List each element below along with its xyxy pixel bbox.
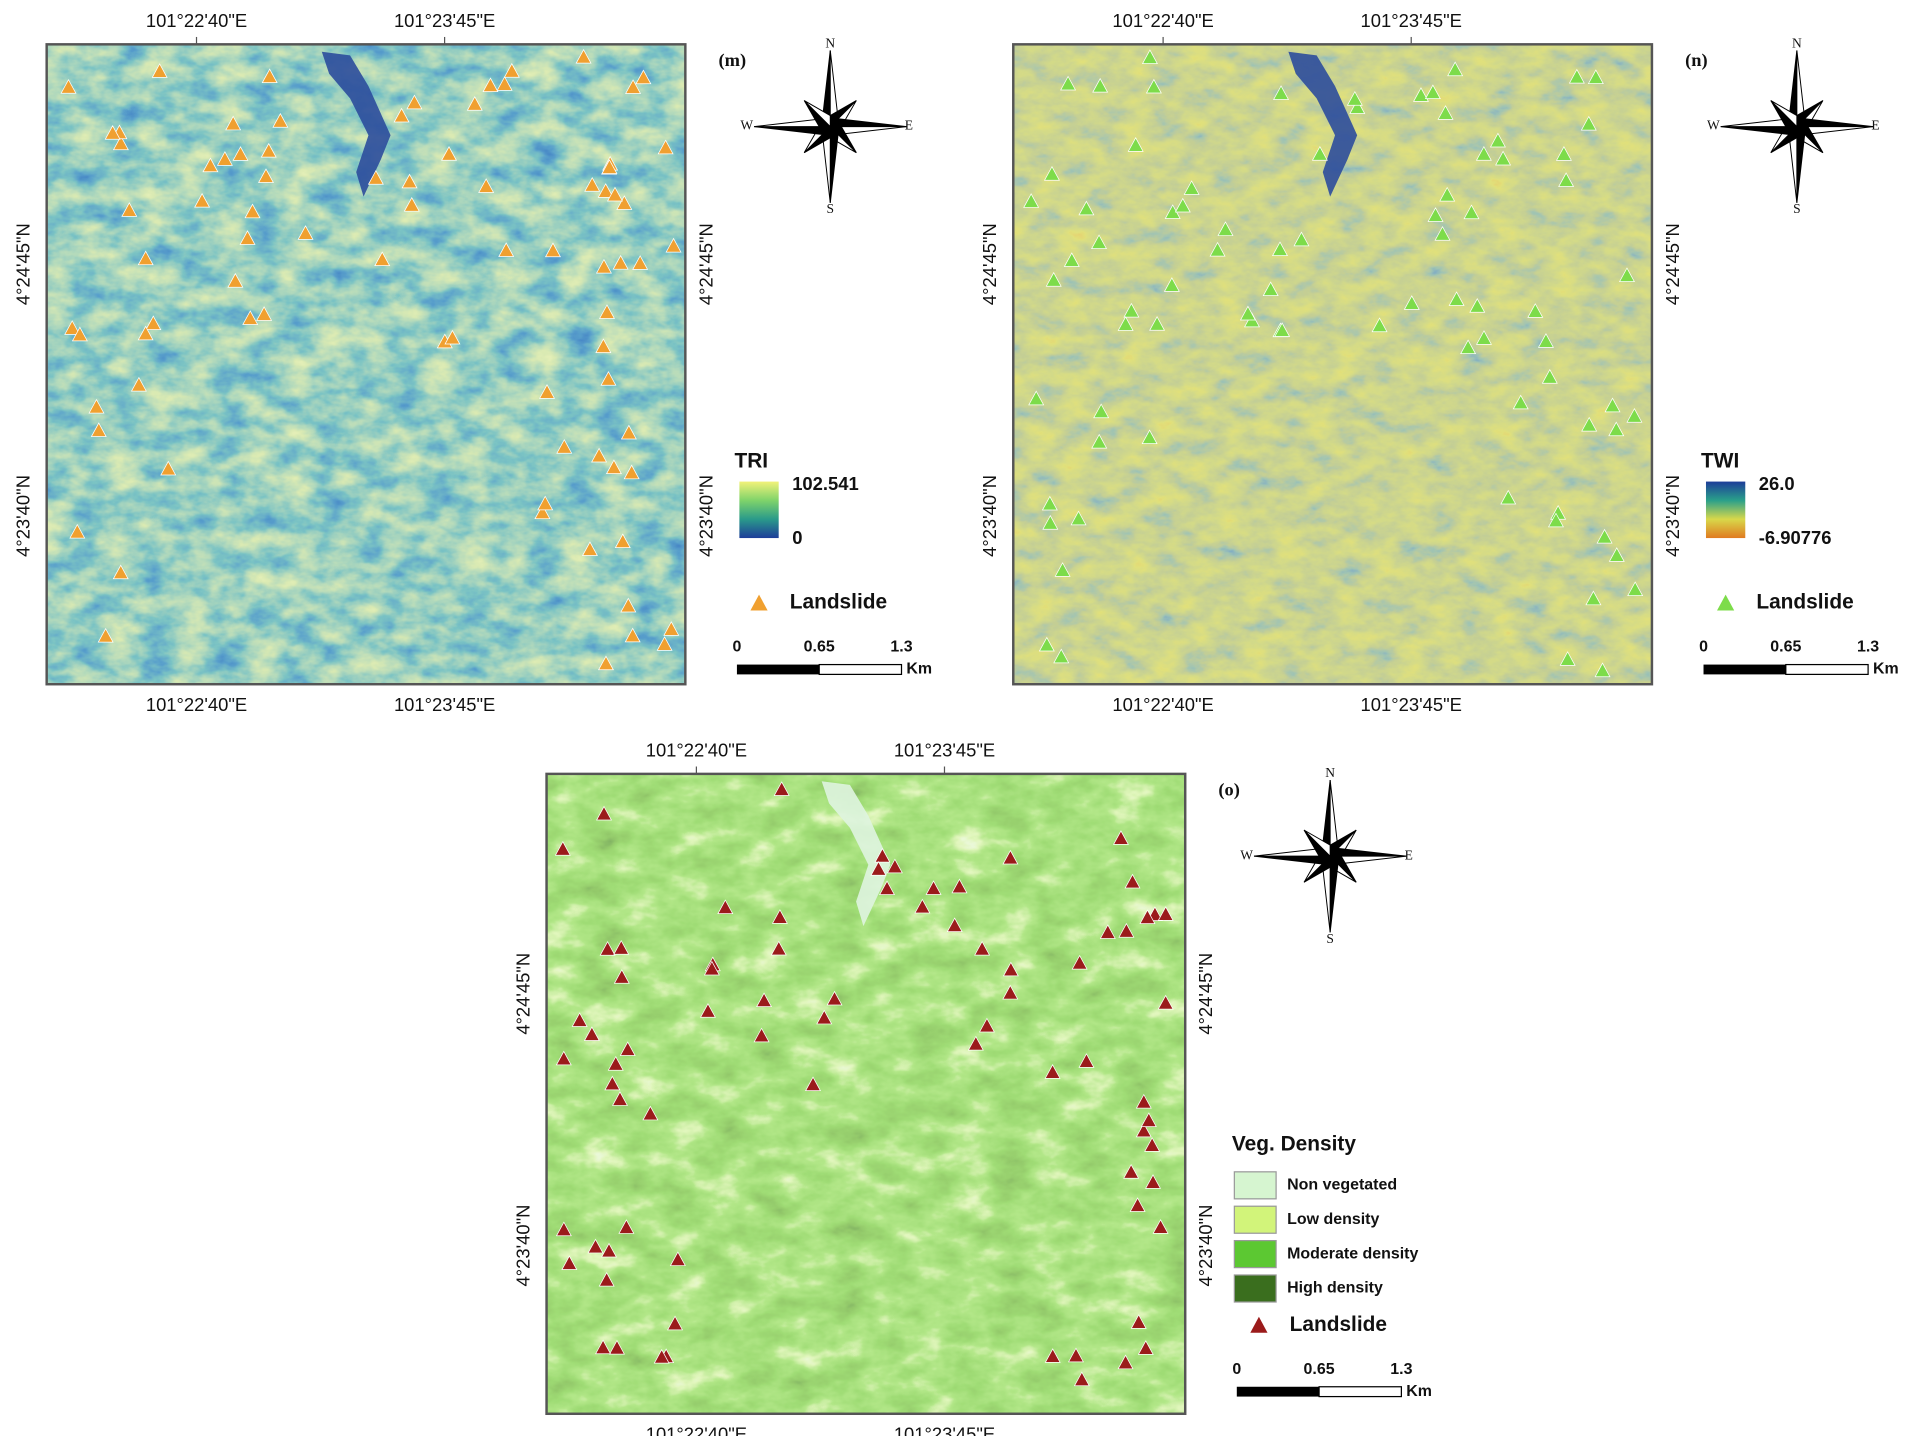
- compass-ray: [1721, 127, 1797, 135]
- map-background: [1013, 44, 1652, 684]
- compass-letter: N: [825, 35, 835, 50]
- legend-max: 102.541: [792, 473, 859, 494]
- lat-label: 4°24'45"N: [1662, 223, 1683, 305]
- compass-ray: [1330, 848, 1406, 856]
- legend-label: Non vegetated: [1287, 1177, 1397, 1194]
- scale-unit: Km: [1406, 1383, 1432, 1400]
- compass-letter: E: [905, 118, 913, 133]
- lon-label: 101°23'45"E: [894, 1424, 995, 1436]
- legend-landslide-label: Landslide: [1290, 1313, 1387, 1336]
- legend-swatch: [1234, 1275, 1276, 1302]
- lat-label: 4°24'45"N: [512, 953, 533, 1035]
- scale-label: 0.65: [1304, 1361, 1335, 1378]
- lon-label: 101°22'40"E: [146, 694, 247, 715]
- lat-label: 4°24'45"N: [695, 223, 716, 305]
- legend-landslide-marker: [1250, 1317, 1267, 1333]
- lon-label: 101°22'40"E: [646, 1424, 747, 1436]
- lat-label: 4°23'40"N: [1662, 475, 1683, 557]
- lon-label: 101°23'45"E: [1361, 10, 1462, 31]
- compass-ray: [1330, 856, 1338, 932]
- lat-label: 4°23'40"N: [12, 475, 33, 557]
- compass-letter: N: [1792, 35, 1802, 50]
- scale-black: [737, 665, 819, 675]
- lon-label: 101°22'40"E: [1112, 694, 1213, 715]
- scale-black: [1704, 665, 1786, 675]
- legend-landslide-label: Landslide: [790, 591, 887, 614]
- lat-label: 4°23'40"N: [1195, 1205, 1216, 1287]
- compass-ray: [830, 119, 906, 127]
- legend-max: 26.0: [1759, 473, 1795, 494]
- scale-label: 0: [1699, 639, 1708, 656]
- legend-label: Moderate density: [1287, 1245, 1418, 1262]
- legend-ramp: [739, 482, 778, 538]
- legend-landslide-marker: [1717, 595, 1734, 611]
- lat-label: 4°24'45"N: [1195, 953, 1216, 1035]
- map-panel: 101°22'40"E 101°22'40"E 101°23'45"E 101°23'…: [979, 10, 1899, 715]
- map-panel: 101°22'40"E 101°22'40"E 101°23'45"E 101°23'…: [512, 740, 1432, 1436]
- lat-label: 4°23'40"N: [979, 475, 1000, 557]
- lon-label: 101°23'45"E: [394, 10, 495, 31]
- scale-label: 0: [1232, 1361, 1241, 1378]
- compass-letter: E: [1871, 118, 1879, 133]
- lon-label: 101°22'40"E: [646, 740, 747, 761]
- legend-title: Veg. Density: [1232, 1132, 1356, 1155]
- compass-letter: S: [827, 201, 835, 216]
- scale-label: 0.65: [804, 639, 835, 656]
- scale-label: 0.65: [1770, 639, 1801, 656]
- legend-label: High density: [1287, 1280, 1383, 1297]
- map-panel: 101°22'40"E 101°22'40"E 101°23'45"E 101°23'…: [12, 10, 932, 715]
- compass-letter: S: [1793, 201, 1801, 216]
- legend-landslide-marker: [750, 595, 767, 611]
- scale-white: [1786, 665, 1868, 675]
- scale-label: 1.3: [890, 639, 912, 656]
- lat-label: 4°24'45"N: [12, 223, 33, 305]
- compass-ray: [1797, 119, 1873, 127]
- scale-label: 1.3: [1390, 1361, 1412, 1378]
- figure: 101°22'40"E 101°22'40"E 101°23'45"E 101°23'…: [0, 0, 1916, 1436]
- legend-min: -6.90776: [1759, 527, 1832, 548]
- legend-ramp: [1706, 482, 1745, 538]
- lon-label: 101°23'45"E: [394, 694, 495, 715]
- legend-title: TWI: [1701, 449, 1739, 472]
- legend-label: Low density: [1287, 1211, 1379, 1228]
- lon-label: 101°23'45"E: [894, 740, 995, 761]
- lat-label: 4°23'40"N: [695, 475, 716, 557]
- compass-letter: S: [1326, 931, 1334, 946]
- scale-label: 0: [732, 639, 741, 656]
- map-background: [547, 774, 1186, 1414]
- lon-label: 101°22'40"E: [146, 10, 247, 31]
- legend-landslide-label: Landslide: [1756, 591, 1853, 614]
- lon-label: 101°22'40"E: [1112, 10, 1213, 31]
- map-background: [47, 44, 686, 684]
- lat-label: 4°24'45"N: [979, 223, 1000, 305]
- scale-white: [819, 665, 901, 675]
- legend-title: TRI: [734, 449, 768, 472]
- compass-letter: E: [1405, 847, 1413, 862]
- compass-letter: W: [740, 118, 753, 133]
- scale-unit: Km: [906, 661, 932, 678]
- compass-letter: W: [1707, 118, 1720, 133]
- panel-label: (o): [1218, 779, 1239, 800]
- legend-swatch: [1234, 1241, 1276, 1268]
- panel-label: (n): [1685, 50, 1708, 71]
- panel-label: (m): [719, 50, 747, 71]
- compass-ray: [754, 127, 830, 135]
- legend-swatch: [1234, 1172, 1276, 1199]
- compass-ray: [830, 127, 838, 203]
- compass-ray: [1797, 127, 1805, 203]
- compass-letter: W: [1240, 847, 1253, 862]
- scale-white: [1319, 1387, 1401, 1397]
- legend-swatch: [1234, 1206, 1276, 1233]
- compass-letter: N: [1325, 765, 1335, 780]
- lat-label: 4°23'40"N: [512, 1205, 533, 1287]
- legend-min: 0: [792, 527, 802, 548]
- lon-label: 101°23'45"E: [1361, 694, 1462, 715]
- scale-label: 1.3: [1857, 639, 1879, 656]
- compass-ray: [1254, 856, 1330, 864]
- scale-unit: Km: [1873, 661, 1899, 678]
- scale-black: [1237, 1387, 1319, 1397]
